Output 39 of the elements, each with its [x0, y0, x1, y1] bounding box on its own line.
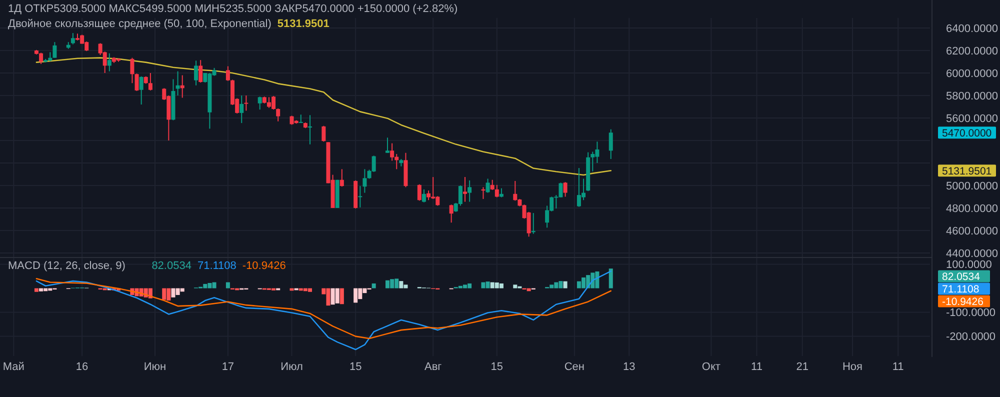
annotation: 5131.9501 — [277, 18, 330, 30]
x-tick-label: 11 — [751, 361, 762, 373]
y-tick-label: 5800.0000 — [946, 90, 998, 102]
annotation: -10.9426 — [242, 260, 286, 272]
y-tick-label: 6000.0000 — [946, 68, 998, 80]
x-tick-label: Ноя — [842, 361, 863, 373]
y-tick-label: 4600.0000 — [946, 225, 998, 238]
x-tick-label: 15 — [490, 361, 504, 373]
x-tick-label: Окт — [702, 361, 720, 373]
text: 5470.0000 — [942, 127, 992, 140]
x-tick-label: 16 — [76, 361, 88, 373]
x-tick-label: Сен — [564, 361, 584, 373]
x-tick-label: Июл — [280, 361, 303, 373]
y-tick-label: 6400.0000 — [946, 22, 998, 35]
text: 82.0534 — [942, 270, 980, 283]
x-tick-label: 11 — [892, 361, 904, 373]
y-tick-label: 4800.0000 — [946, 202, 998, 215]
chart-title: MACD (12, 26, close, 9) — [8, 260, 126, 272]
annotation: 71.1108 — [197, 260, 236, 272]
y-tick-label: 6200.0000 — [946, 45, 998, 58]
annotation: 82.0534 — [152, 260, 192, 272]
y-tick-label: -100.0000 — [946, 307, 996, 320]
text: Двойное скользящее среднее (50, 100, Exponential) — [8, 18, 272, 30]
y-tick-label: 4400.0000 — [946, 248, 998, 260]
x-tick-label: 17 — [222, 361, 234, 373]
x-tick-label: Авг — [424, 361, 442, 373]
text: 71.1108 — [942, 283, 980, 296]
x-tick-label: 15 — [349, 361, 362, 373]
x-tick-label: 21 — [796, 361, 808, 373]
y-tick-label: 100.0000 — [946, 259, 992, 272]
text: 5131.9501 — [942, 165, 992, 178]
y-tick-label: 5000.0000 — [946, 180, 998, 192]
x-tick-label: Июн — [144, 361, 166, 373]
x-tick-label: Май — [2, 361, 24, 373]
chart-title: 1Д ОТКР5309.5000 МАКС5499.5000 МИН5235.5000 ЗАКР5470.0000 +150.0000 (+2.82%) — [8, 3, 458, 15]
y-tick-label: -200.0000 — [946, 331, 996, 344]
text: -10.9426 — [942, 296, 984, 308]
y-tick-label: 5600.0000 — [946, 112, 998, 125]
x-tick-label: 13 — [622, 361, 636, 373]
